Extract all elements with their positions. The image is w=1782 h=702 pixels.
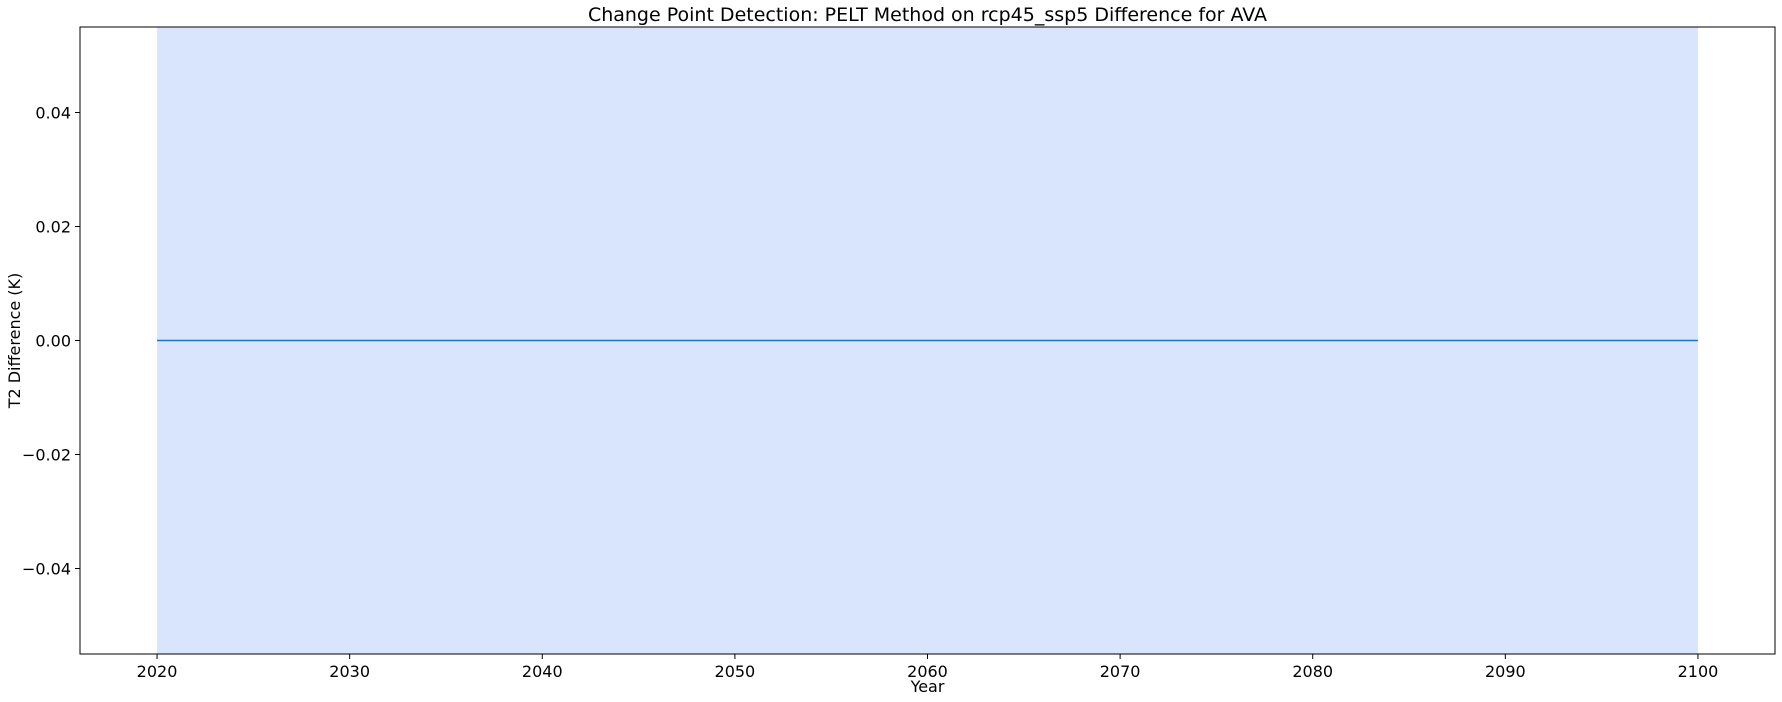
x-axis-label: Year bbox=[910, 677, 945, 696]
x-tick-label: 2090 bbox=[1485, 662, 1526, 681]
y-tick-label: 0.02 bbox=[35, 218, 71, 237]
y-axis-label: T2 Difference (K) bbox=[5, 273, 24, 410]
y-tick-label: 0.04 bbox=[35, 104, 71, 123]
x-axis: 2020 2030 2040 2050 2060 2070 2080 2090 2100 bbox=[137, 654, 1719, 681]
x-tick-label: 2080 bbox=[1292, 662, 1333, 681]
x-tick-label: 2020 bbox=[137, 662, 178, 681]
y-tick-label: 0.00 bbox=[35, 332, 71, 351]
x-tick-label: 2040 bbox=[522, 662, 563, 681]
x-tick-label: 2050 bbox=[715, 662, 756, 681]
x-tick-label: 2100 bbox=[1678, 662, 1719, 681]
y-axis: −0.04 −0.02 0.00 0.02 0.04 bbox=[22, 104, 80, 579]
x-tick-label: 2060 bbox=[907, 662, 948, 681]
y-tick-label: −0.02 bbox=[22, 446, 71, 465]
y-tick-label: −0.04 bbox=[22, 560, 71, 579]
x-tick-label: 2070 bbox=[1100, 662, 1141, 681]
chart-title: Change Point Detection: PELT Method on r… bbox=[588, 4, 1267, 26]
x-tick-label: 2030 bbox=[329, 662, 370, 681]
